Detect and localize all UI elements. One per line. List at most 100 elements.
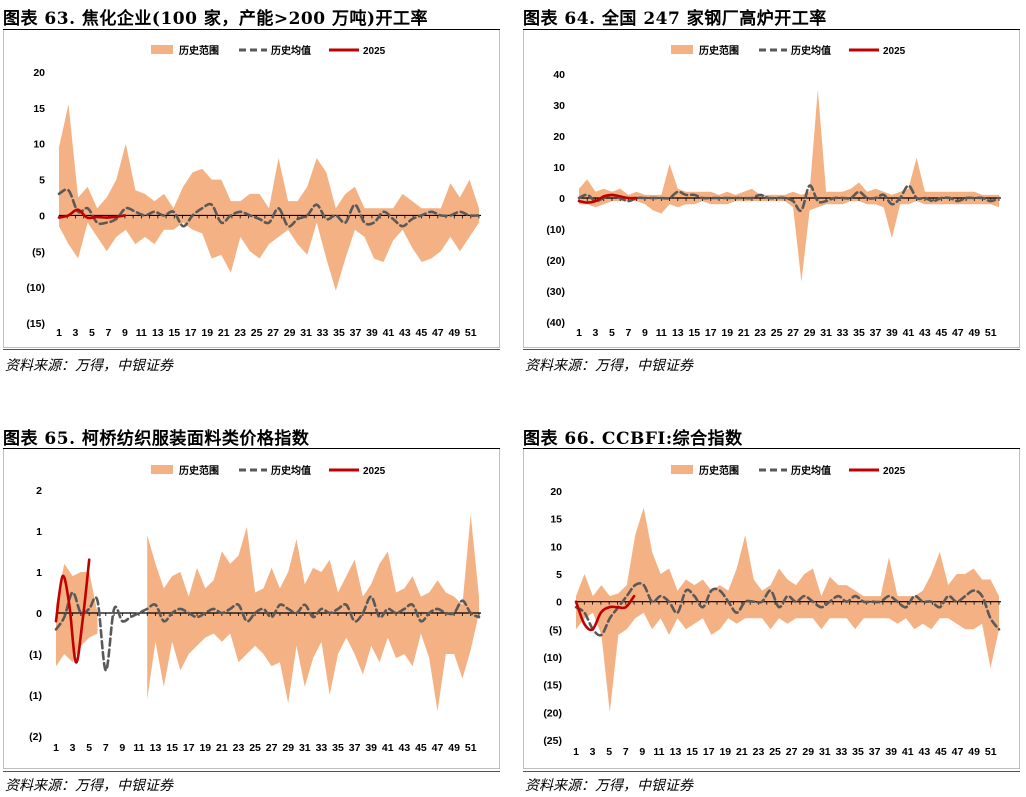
y-tick-label: (20) bbox=[546, 255, 565, 267]
y-tick-label: (1) bbox=[29, 649, 42, 661]
history-range-band bbox=[59, 104, 479, 291]
x-tick-label: 49 bbox=[968, 746, 980, 758]
y-tick-label: 1 bbox=[36, 567, 42, 579]
y-tick-label: 0 bbox=[36, 608, 42, 620]
x-tick-label: 27 bbox=[267, 327, 279, 339]
x-tick-label: 35 bbox=[853, 327, 865, 339]
x-tick-label: 37 bbox=[870, 327, 882, 339]
x-tick-label: 5 bbox=[606, 746, 612, 758]
x-tick-label: 21 bbox=[216, 742, 228, 754]
x-tick-label: 47 bbox=[952, 327, 964, 339]
y-tick-label: 10 bbox=[550, 541, 562, 553]
chart-svg: 历史范围 历史均值 202520151050(5)(10)(15)(20)(25)1… bbox=[543, 464, 1001, 758]
legend-label-range: 历史范围 bbox=[699, 44, 739, 57]
x-tick-label: 51 bbox=[465, 742, 477, 754]
x-tick-label: 33 bbox=[836, 746, 848, 758]
legend-label-2025: 2025 bbox=[363, 466, 386, 477]
x-tick-label: 9 bbox=[642, 327, 648, 339]
x-tick-label: 7 bbox=[625, 327, 631, 339]
legend-label-2025: 2025 bbox=[883, 46, 906, 57]
x-tick-label: 25 bbox=[771, 327, 783, 339]
history-range-band bbox=[576, 507, 999, 713]
x-tick-label: 17 bbox=[185, 327, 197, 339]
x-tick-label: 3 bbox=[590, 746, 596, 758]
legend-label-range: 历史范围 bbox=[699, 464, 739, 477]
x-tick-label: 31 bbox=[819, 746, 831, 758]
y-tick-label: 5 bbox=[556, 569, 562, 581]
y-tick-label: (15) bbox=[543, 680, 562, 692]
x-tick-label: 9 bbox=[639, 746, 645, 758]
x-tick-label: 35 bbox=[332, 742, 344, 754]
x-tick-label: 31 bbox=[299, 742, 311, 754]
source-note: 资料来源：万得，中银证券 bbox=[525, 358, 693, 374]
legend-label-avg: 历史均值 bbox=[791, 464, 831, 477]
source-rule bbox=[523, 349, 1020, 350]
y-tick-label: 1 bbox=[36, 526, 42, 538]
x-tick-label: 43 bbox=[919, 327, 931, 339]
x-tick-label: 49 bbox=[968, 327, 980, 339]
x-tick-label: 23 bbox=[233, 742, 245, 754]
x-tick-label: 35 bbox=[852, 746, 864, 758]
x-tick-label: 31 bbox=[300, 327, 312, 339]
source-rule bbox=[3, 771, 500, 772]
source-note: 资料来源：万得，中银证券 bbox=[5, 778, 173, 794]
legend-swatch-range bbox=[671, 45, 693, 54]
y-tick-label: 2 bbox=[36, 485, 42, 497]
x-tick-label: 51 bbox=[465, 327, 477, 339]
x-tick-label: 51 bbox=[985, 327, 997, 339]
x-tick-label: 23 bbox=[234, 327, 246, 339]
x-tick-label: 45 bbox=[415, 742, 427, 754]
legend-label-avg: 历史均值 bbox=[791, 44, 831, 57]
chart-title: 图表 65. 柯桥纺织服装面料类价格指数 bbox=[3, 429, 310, 449]
y-tick-label: (20) bbox=[543, 707, 562, 719]
x-tick-label: 35 bbox=[333, 327, 345, 339]
x-tick-label: 45 bbox=[416, 327, 428, 339]
x-tick-label: 3 bbox=[73, 327, 79, 339]
x-tick-label: 39 bbox=[885, 746, 897, 758]
x-tick-label: 19 bbox=[721, 327, 733, 339]
x-tick-label: 9 bbox=[122, 327, 128, 339]
plot-area: 历史范围 历史均值 2025 20 15 10 5 0 (5) (10) (15) (20) (25) 1… bbox=[523, 449, 1020, 769]
x-tick-label: 19 bbox=[719, 746, 731, 758]
x-tick-label: 43 bbox=[919, 746, 931, 758]
plot-area: 历史范围 历史均值 2025 2 1 1 0 (1) (1) (2) 1 3 5 7 9 11 13 15 17 19… bbox=[3, 449, 500, 769]
x-tick-label: 19 bbox=[199, 742, 211, 754]
x-tick-label: 29 bbox=[802, 746, 814, 758]
x-tick-label: 13 bbox=[670, 746, 682, 758]
source-note: 资料来源：万得，中银证券 bbox=[5, 358, 173, 374]
x-tick-label: 25 bbox=[769, 746, 781, 758]
x-tick-label: 31 bbox=[820, 327, 832, 339]
y-tick-label: 15 bbox=[550, 514, 562, 526]
y-tick-label: 20 bbox=[33, 67, 45, 79]
legend-label-2025: 2025 bbox=[363, 46, 386, 57]
x-tick-label: 3 bbox=[70, 742, 76, 754]
x-tick-label: 23 bbox=[753, 746, 765, 758]
legend-swatch-range bbox=[151, 465, 173, 474]
series-2025-line bbox=[577, 193, 638, 204]
x-tick-label: 51 bbox=[985, 746, 997, 758]
x-tick-label: 39 bbox=[365, 742, 377, 754]
x-tick-label: 45 bbox=[935, 746, 947, 758]
x-tick-label: 21 bbox=[218, 327, 230, 339]
y-tick-label: 10 bbox=[553, 162, 565, 174]
chart-title: 图表 63. 焦化企业(100 家，产能>200 万吨)开工率 bbox=[3, 9, 429, 29]
x-tick-label: 1 bbox=[573, 746, 579, 758]
x-tick-label: 1 bbox=[56, 327, 62, 339]
x-tick-label: 47 bbox=[432, 742, 444, 754]
x-tick-label: 7 bbox=[623, 746, 629, 758]
x-tick-label: 7 bbox=[103, 742, 109, 754]
x-tick-label: 17 bbox=[183, 742, 195, 754]
x-tick-label: 25 bbox=[249, 742, 261, 754]
x-tick-label: 39 bbox=[886, 327, 898, 339]
x-tick-label: 15 bbox=[166, 742, 178, 754]
chart-panel-65: 图表 65. 柯桥纺织服装面料类价格指数 历史范围 历史均值 2025 2 1 1 0 (1)… bbox=[3, 420, 500, 797]
history-average-line bbox=[574, 582, 1001, 637]
source-rule bbox=[3, 349, 500, 350]
x-tick-label: 29 bbox=[284, 327, 296, 339]
x-tick-label: 33 bbox=[316, 742, 328, 754]
x-tick-label: 1 bbox=[53, 742, 59, 754]
x-tick-label: 37 bbox=[349, 742, 361, 754]
y-tick-label: (5) bbox=[32, 246, 45, 258]
title-rule bbox=[3, 448, 500, 449]
